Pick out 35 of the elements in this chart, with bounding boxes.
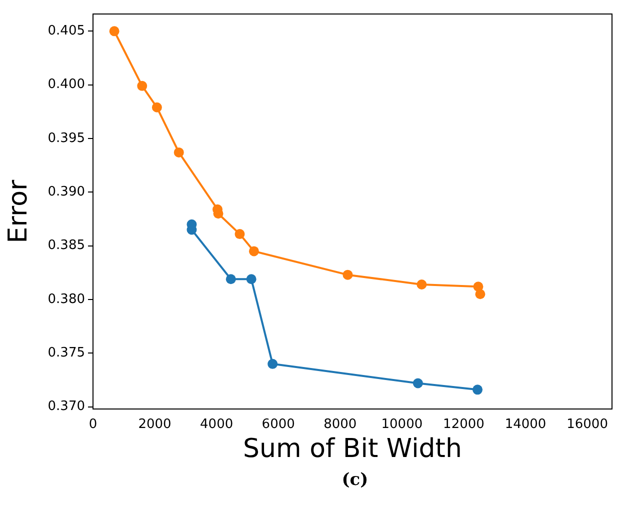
y-tick-label: 0.405: [48, 24, 85, 39]
y-tick-label: 0.385: [48, 238, 85, 254]
x-tick-label: 12000: [443, 417, 484, 432]
point: [137, 80, 148, 91]
point: [246, 274, 256, 284]
point: [213, 208, 224, 219]
x-tick-label: 10000: [381, 417, 423, 432]
point: [342, 270, 353, 280]
point: [174, 147, 184, 158]
x-tick-label: 14000: [504, 417, 546, 432]
point: [109, 26, 120, 36]
y-tick-label: 0.375: [48, 346, 85, 361]
y-tick-label: 0.400: [48, 77, 85, 92]
point: [472, 384, 483, 395]
x-axis-title: Sum of Bit Width: [243, 434, 462, 464]
point: [475, 289, 486, 300]
point: [152, 102, 162, 112]
y-tick-label: 0.380: [48, 292, 85, 307]
point: [416, 279, 427, 290]
point: [226, 274, 236, 284]
y-tick-label: 0.390: [48, 184, 85, 200]
x-tick-label: 8000: [324, 417, 357, 432]
point: [234, 229, 245, 240]
y-tick-label: 0.370: [48, 399, 85, 414]
x-tick-label: 6000: [262, 417, 295, 432]
point: [412, 378, 423, 388]
x-tick-label: 4000: [200, 417, 234, 432]
point: [248, 246, 259, 256]
point: [268, 358, 278, 369]
x-tick-label: 0: [88, 417, 98, 432]
text: (c): [340, 470, 370, 490]
x-tick-label: 16000: [566, 417, 608, 432]
y-tick-label: 0.395: [48, 130, 85, 146]
y-axis-title: Error: [3, 180, 34, 244]
x-tick-label: 2000: [138, 417, 172, 432]
